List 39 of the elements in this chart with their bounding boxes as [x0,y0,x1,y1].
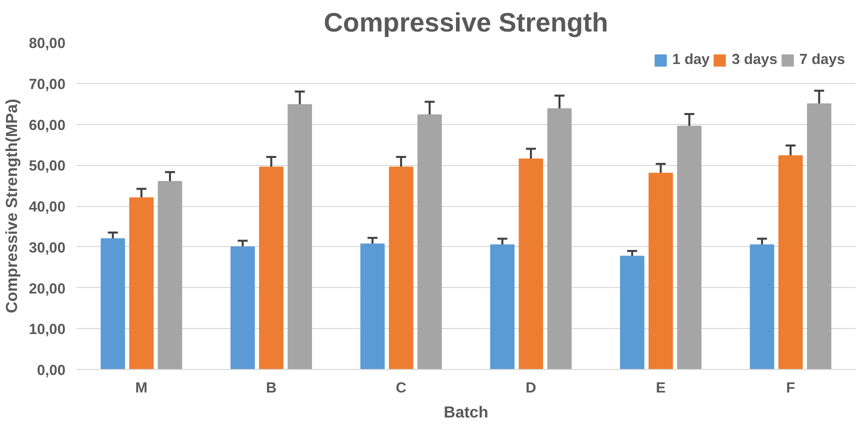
bar [806,103,832,370]
x-tick-label: D [526,380,536,396]
bar [677,126,702,370]
bar [620,256,644,370]
chart-title: Compressive Strength [324,8,608,38]
legend-label: 7 days [799,52,845,68]
bar [778,155,803,370]
x-tick-label: B [266,380,277,396]
y-axis-title: Compressive Strength(MPa) [4,98,21,314]
legend-label: 1 day [672,52,710,68]
bar [518,158,544,370]
x-tick-label: C [396,380,407,396]
x-tick-label: E [656,380,666,396]
y-tick-label: 50,00 [28,158,66,175]
y-tick-label: 20,00 [28,281,66,298]
y-tick-label: 30,00 [28,240,66,256]
bar [100,238,126,370]
bar [129,197,154,370]
bar [259,166,284,370]
legend-label: 3 days [732,52,778,68]
bar [230,246,255,370]
bar [547,108,572,370]
y-tick-label: 70,00 [28,76,66,93]
bar [388,166,414,370]
x-tick-label: F [786,380,796,396]
x-tick-label: M [135,380,148,396]
bar [360,244,385,370]
x-axis-title: Batch [444,404,488,422]
bar [288,104,312,370]
bar [158,180,182,370]
bar [648,172,673,370]
y-tick-label: 40,00 [28,200,66,216]
bar [417,114,442,370]
y-tick-label: 80,00 [28,36,66,52]
y-tick-label: 0,00 [36,363,66,379]
y-tick-label: 10,00 [28,322,66,338]
bar [750,244,774,370]
y-tick-label: 60,00 [28,118,66,134]
bar [490,244,515,370]
